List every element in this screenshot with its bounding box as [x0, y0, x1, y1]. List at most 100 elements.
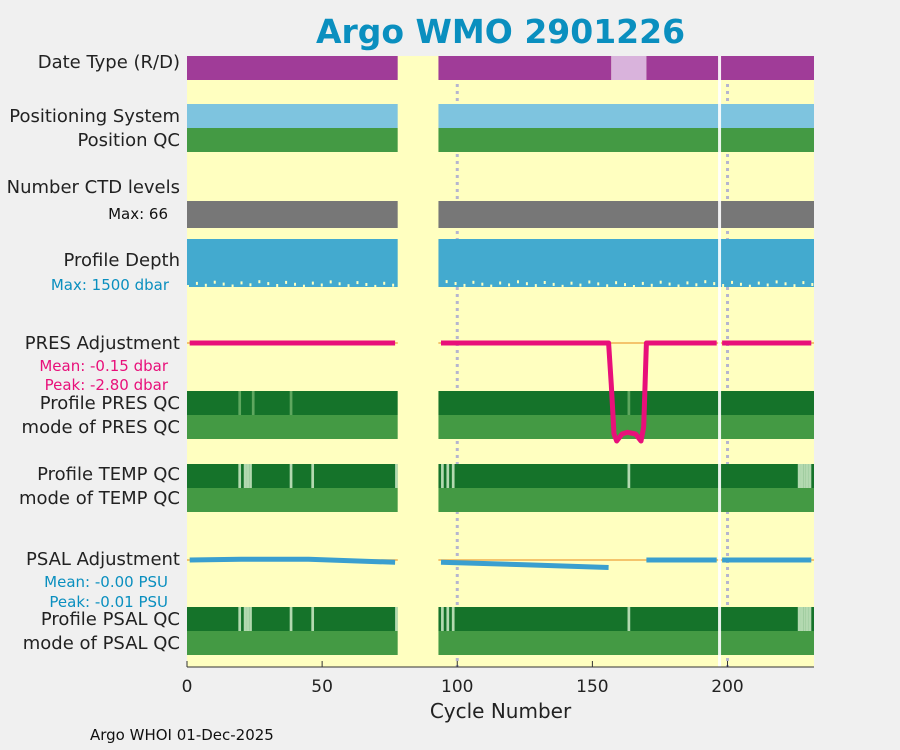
depth-notch — [213, 280, 216, 284]
depth-notch — [454, 282, 457, 285]
profile-psal-qc-bar-flag — [246, 607, 250, 631]
depth-notch — [704, 280, 707, 284]
positioning-system-bar — [438, 104, 814, 128]
label-date-type: Date Type (R/D) — [37, 52, 180, 73]
profile-psal-qc-bar-flag — [395, 607, 398, 631]
depth-notch — [463, 283, 466, 287]
label-profile-pres-qc: Profile PRES QC — [39, 393, 180, 414]
profile-psal-qc-bar-flag — [446, 607, 450, 631]
x-tick-label: 0 — [182, 677, 193, 697]
depth-notch — [481, 282, 484, 286]
profile-temp-qc-bar-flag — [395, 464, 398, 488]
depth-notch — [472, 280, 475, 284]
depth-notch — [276, 284, 279, 287]
depth-notch — [784, 282, 787, 286]
depth-notch — [258, 280, 261, 284]
profile-psal-qc-bar-flag — [451, 607, 455, 631]
profile-temp-qc-bar — [438, 464, 814, 488]
depth-notch — [766, 283, 769, 287]
depth-notch — [525, 282, 528, 286]
profile-pres-qc-bar-flag — [251, 391, 255, 415]
depth-notch — [775, 280, 778, 284]
depth-notch — [383, 281, 386, 285]
chart-title: Argo WMO 2901226 — [315, 12, 686, 51]
x-tick-label: 100 — [441, 677, 473, 697]
footer-credit: Argo WHOI 01-Dec-2025 — [90, 726, 274, 744]
cycle-separator — [718, 56, 722, 667]
depth-notch — [365, 283, 368, 286]
date-type-bar — [611, 56, 647, 80]
mode-pres-qc-bar — [187, 415, 398, 439]
label-mode-temp-qc: mode of TEMP QC — [18, 488, 180, 509]
profile-psal-qc-bar — [438, 607, 814, 631]
mode-psal-qc-bar — [438, 631, 814, 655]
depth-notch — [249, 283, 252, 287]
depth-notch — [392, 283, 395, 287]
depth-notch — [294, 282, 297, 286]
profile-psal-qc-bar-flag — [803, 607, 806, 631]
mode-temp-qc-bar — [187, 488, 398, 512]
depth-notch — [499, 281, 502, 285]
label-profile-temp-qc: Profile TEMP QC — [37, 464, 180, 485]
depth-notch — [356, 281, 359, 285]
position-qc-bar — [187, 128, 398, 152]
depth-notch — [347, 284, 350, 288]
profile-temp-qc-bar-flag — [627, 464, 631, 488]
depth-notch — [632, 285, 635, 288]
depth-notch — [508, 283, 511, 287]
depth-notch — [731, 280, 734, 284]
depth-notch — [231, 284, 234, 288]
profile-depth-bar — [438, 239, 814, 287]
depth-notch — [302, 284, 305, 288]
depth-notch — [311, 281, 314, 285]
depth-notch — [641, 281, 644, 285]
profile-temp-qc-bar-flag — [805, 464, 809, 488]
label-pres-adjustment: PRES Adjustment — [24, 333, 180, 354]
ctd-max-text: Max: 66 — [108, 205, 168, 223]
profile-temp-qc-bar-flag — [803, 464, 806, 488]
depth-max-text: Max: 1500 dbar — [50, 276, 169, 294]
profile-psal-qc-bar-flag — [797, 607, 801, 631]
depth-notch — [695, 283, 698, 287]
profile-psal-qc-bar-flag — [238, 607, 242, 631]
depth-notch — [713, 282, 716, 286]
depth-notch — [606, 284, 609, 288]
profile-psal-qc-bar-flag — [808, 607, 812, 631]
profile-psal-qc-bar-flag — [805, 607, 809, 631]
depth-notch — [222, 282, 225, 286]
depth-notch — [195, 281, 198, 285]
profile-temp-qc-bar-flag — [808, 464, 812, 488]
depth-notch — [579, 283, 582, 287]
positioning-system-bar — [187, 104, 398, 128]
date-type-bar — [438, 56, 612, 80]
profile-temp-qc-bar-flag — [246, 464, 250, 488]
depth-notch — [748, 284, 751, 288]
depth-notch — [588, 280, 591, 284]
depth-notch — [338, 282, 341, 286]
label-positioning-system: Positioning System — [9, 106, 180, 127]
depth-notch — [187, 285, 189, 288]
profile-pres-qc-bar — [187, 391, 398, 415]
profile-temp-qc-bar-flag — [797, 464, 801, 488]
profile-temp-qc-bar — [187, 464, 398, 488]
profile-temp-qc-bar-flag — [243, 464, 247, 488]
depth-notch — [802, 281, 805, 285]
profile-temp-qc-bar-flag — [238, 464, 242, 488]
psal-mean-text: Mean: -0.00 PSU — [44, 573, 168, 591]
pres-mean-text: Mean: -0.15 dbar — [39, 357, 168, 375]
depth-notch — [615, 281, 618, 285]
label-mode-psal-qc: mode of PSAL QC — [22, 633, 180, 654]
profile-pres-qc-bar-flag — [238, 391, 242, 415]
depth-notch — [534, 284, 537, 288]
profile-psal-qc-bar-flag — [289, 607, 293, 631]
mode-pres-qc-bar — [438, 415, 814, 439]
position-qc-bar — [438, 128, 814, 152]
depth-notch — [204, 283, 207, 287]
x-axis-label: Cycle Number — [429, 699, 572, 723]
depth-notch — [374, 284, 377, 288]
depth-notch — [329, 280, 332, 284]
depth-notch — [445, 280, 448, 284]
depth-notch — [552, 282, 555, 286]
profile-temp-qc-bar-flag — [311, 464, 315, 488]
profile-psal-qc-bar-flag — [311, 607, 315, 631]
